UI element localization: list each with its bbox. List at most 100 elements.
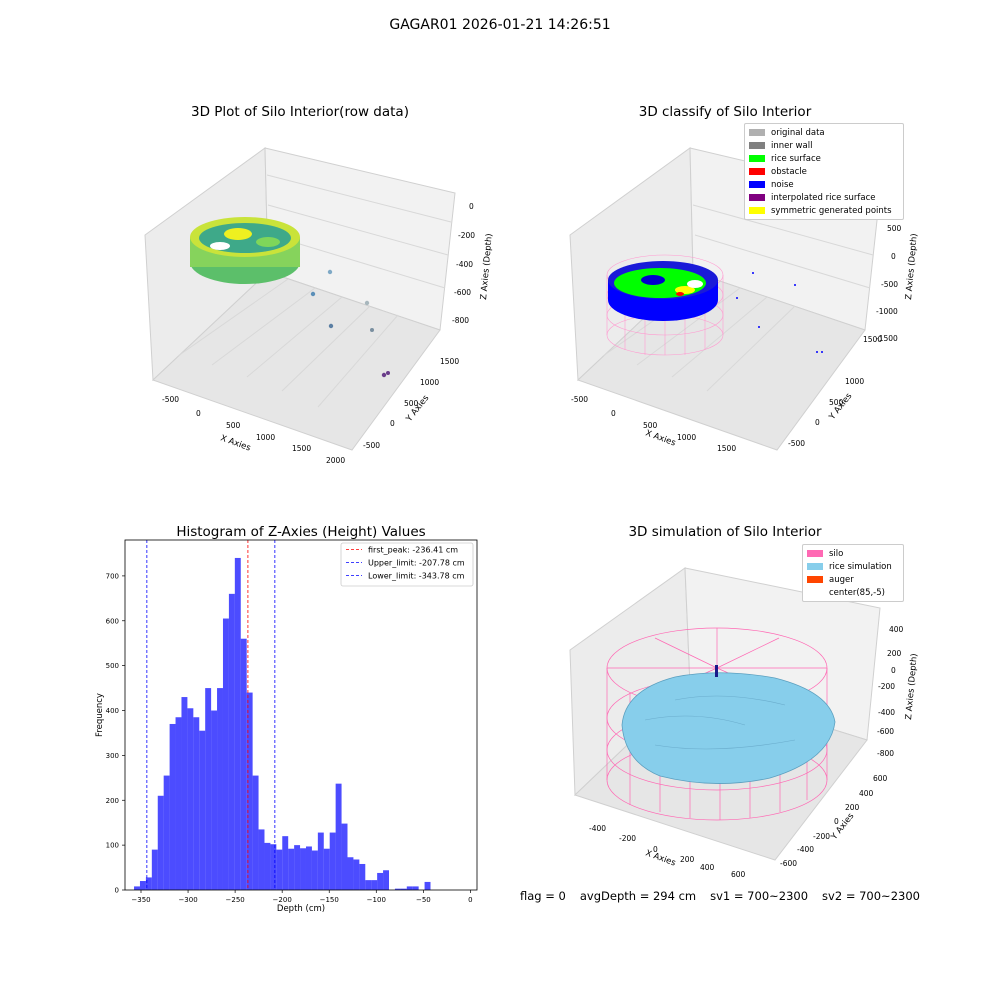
- classify-z-tick: 0: [891, 252, 896, 261]
- histogram-bar: [282, 836, 289, 890]
- histogram-legend-label: Upper_limit: -207.78 cm: [368, 559, 465, 568]
- status-avg-depth: avgDepth = 294 cm: [579, 889, 697, 903]
- histogram-bar: [341, 823, 348, 890]
- sim-y-tick: 200: [845, 803, 860, 812]
- histogram-bar: [211, 710, 218, 890]
- simulation-3d-plot: -400 -200 0 200 400 600 600 400 200 0 -2…: [569, 567, 920, 879]
- histogram-bar: [199, 730, 206, 890]
- simulation-legend-label: silo: [829, 548, 844, 559]
- classify-z-tick: -1500: [876, 334, 898, 343]
- histogram-legend: first_peak: -236.41 cm Upper_limit: -207.…: [340, 542, 474, 587]
- histogram-bar: [193, 717, 200, 890]
- histogram-bar: [365, 880, 372, 890]
- histogram-y-tick: 700: [106, 572, 119, 580]
- raw-x-tick: 1000: [256, 433, 275, 442]
- histogram-bar: [264, 842, 271, 890]
- status-flag: flag = 0: [520, 889, 566, 903]
- sim-z-tick: -200: [878, 682, 895, 691]
- histogram-bar: [163, 775, 170, 890]
- sim-y-tick: -400: [797, 845, 814, 854]
- simulation-legend-swatch: [807, 563, 823, 570]
- classify-y-tick: 500: [829, 398, 844, 407]
- simulation-panel-title: 3D simulation of Silo Interior: [628, 524, 822, 540]
- classify-legend-label: obstacle: [771, 166, 807, 177]
- sim-z-tick: -600: [877, 727, 894, 736]
- raw-3d-plot: -500 0 500 1000 1500 2000 -500 0 500 100…: [144, 147, 495, 465]
- raw-z-tick: -800: [452, 316, 469, 325]
- sim-y-tick: -200: [813, 832, 830, 841]
- classify-legend-item: original data: [749, 126, 899, 139]
- histogram-bar: [353, 859, 360, 890]
- simulation-legend-swatch: [807, 589, 823, 596]
- raw-z-label: Z Axies (Depth): [479, 233, 495, 300]
- histogram-bar: [371, 880, 378, 890]
- classify-legend-item: noise: [749, 178, 899, 191]
- classify-legend: original data inner wall rice surface obsta…: [744, 123, 904, 220]
- histogram-bar: [139, 881, 146, 890]
- classify-legend-swatch: [749, 194, 765, 201]
- classify-legend-swatch: [749, 155, 765, 162]
- sim-x-label: X Axies: [644, 848, 677, 868]
- classify-x-tick: -500: [571, 395, 588, 404]
- raw-y-tick: -500: [363, 441, 380, 450]
- histogram-legend-label: Lower_limit: -343.78 cm: [368, 572, 465, 581]
- classify-legend-item: obstacle: [749, 165, 899, 178]
- simulation-legend-item: silo: [807, 547, 899, 560]
- histogram-y-tick: 600: [106, 617, 119, 625]
- histogram-bar: [288, 848, 295, 890]
- classify-legend-swatch: [749, 168, 765, 175]
- classify-y-tick: 1000: [845, 377, 864, 386]
- auger-marker: [715, 665, 718, 677]
- histogram-bar: [145, 877, 152, 890]
- raw-x-tick: 2000: [326, 456, 345, 465]
- simulation-legend-swatch: [807, 550, 823, 557]
- histogram-bar: [181, 697, 188, 890]
- histogram-bar: [317, 832, 324, 890]
- histogram-bar: [240, 638, 247, 890]
- histogram-bar: [300, 848, 306, 890]
- raw-z-tick: 0: [469, 202, 474, 211]
- simulation-legend-swatch: [807, 576, 823, 583]
- simulation-legend-item: rice simulation: [807, 560, 899, 573]
- histogram-y-tick: 200: [106, 797, 119, 805]
- simulation-legend-label: center(85,-5): [829, 587, 885, 598]
- classify-x-tick: 500: [643, 421, 658, 430]
- histogram-y-label: Frequency: [95, 693, 105, 737]
- classify-z-label: Z Axies (Depth): [904, 233, 920, 300]
- sim-x-tick: -400: [589, 824, 606, 833]
- classify-legend-swatch: [749, 129, 765, 136]
- classify-y-tick: 1500: [863, 335, 882, 344]
- histogram-bar: [406, 886, 413, 890]
- histogram-x-tick: −350: [131, 896, 150, 904]
- classify-z-tick: 500: [887, 224, 902, 233]
- histogram-x-tick: −150: [320, 896, 339, 904]
- histogram-bar: [323, 848, 330, 890]
- sim-y-tick: 0: [834, 817, 839, 826]
- classify-y-tick: -500: [788, 439, 805, 448]
- histogram-x-tick: 0: [468, 896, 472, 904]
- histogram-y-tick: 300: [106, 752, 119, 760]
- histogram-bar: [246, 692, 253, 890]
- histogram-bar: [383, 870, 389, 890]
- classify-point-cloud: [608, 261, 718, 321]
- classify-legend-swatch: [749, 181, 765, 188]
- histogram-y-tick: 400: [106, 707, 119, 715]
- classify-z-tick: -500: [881, 280, 898, 289]
- histogram-bar: [305, 846, 312, 890]
- histogram-bar: [217, 688, 223, 890]
- sim-z-tick: 0: [891, 666, 896, 675]
- raw-y-tick: 0: [390, 419, 395, 428]
- raw-point-cloud: [190, 217, 300, 284]
- raw-x-tick: -500: [162, 395, 179, 404]
- histogram-bar: [424, 881, 431, 890]
- raw-y-label: Y Axies: [404, 393, 432, 425]
- histogram-bar: [412, 886, 419, 890]
- histogram-bar: [400, 888, 407, 890]
- simulation-legend-item: auger: [807, 573, 899, 586]
- classify-legend-label: original data: [771, 127, 825, 138]
- sim-x-tick: 600: [731, 870, 746, 879]
- raw-x-tick: 0: [196, 409, 201, 418]
- classify-x-label: X Axies: [644, 428, 677, 448]
- figure-suptitle: GAGAR01 2026-01-21 14:26:51: [389, 17, 611, 33]
- histogram-legend-label: first_peak: -236.41 cm: [368, 546, 458, 555]
